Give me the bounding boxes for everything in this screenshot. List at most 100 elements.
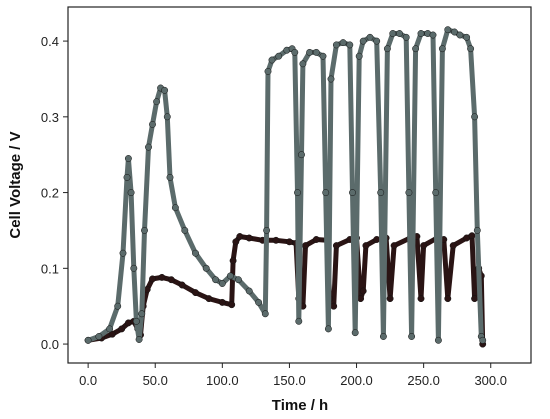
- series-2-point: [153, 98, 161, 106]
- series-2-point: [349, 189, 356, 197]
- series-2-point: [294, 189, 301, 197]
- series-2-point: [332, 41, 340, 49]
- series-1-point: [449, 242, 457, 250]
- series-2-point: [295, 317, 303, 325]
- series-2-point: [218, 280, 226, 287]
- x-tick-label: 50.0: [143, 373, 168, 388]
- series-1-point: [285, 238, 293, 246]
- series-2-point: [245, 287, 253, 295]
- series-2-point: [456, 31, 464, 39]
- x-tick-label: 300.0: [474, 373, 507, 388]
- series-2-point: [106, 325, 114, 333]
- series-1-point: [178, 281, 186, 289]
- series-layer: [84, 26, 487, 348]
- series-2-point: [319, 52, 327, 60]
- series-2-point: [402, 33, 410, 41]
- series-1-point: [471, 295, 479, 303]
- series-2-point: [412, 45, 420, 53]
- series-1-point: [332, 242, 340, 250]
- series-2-point: [408, 333, 416, 340]
- series-2-point: [171, 204, 179, 212]
- series-2-point: [161, 86, 169, 94]
- series-2-point: [130, 264, 138, 272]
- series-2-point: [226, 272, 234, 280]
- series-2-point: [405, 189, 413, 197]
- series-2-point: [141, 226, 148, 234]
- series-1-point: [302, 242, 309, 250]
- series-2-point: [351, 329, 359, 337]
- series-2-point: [389, 30, 397, 37]
- series-2-point: [202, 264, 210, 272]
- series-2-point: [479, 336, 487, 344]
- series-2-point: [132, 317, 140, 325]
- series-2-point: [379, 333, 387, 340]
- series-2-point: [359, 37, 367, 45]
- series-2-point: [138, 310, 146, 318]
- series-2-point: [268, 56, 276, 64]
- series-2-point: [366, 33, 374, 41]
- series-1-point: [245, 234, 253, 242]
- series-2: [84, 26, 487, 344]
- series-2-point: [346, 41, 354, 49]
- y-tick-label: 0.0: [41, 337, 59, 352]
- series-2-point: [149, 120, 156, 128]
- series-2-point: [145, 143, 152, 151]
- series-2-point: [127, 189, 135, 197]
- series-1-point: [149, 275, 156, 283]
- series-2-point: [355, 52, 363, 60]
- series-2-point: [166, 173, 174, 181]
- series-2-point: [324, 325, 332, 333]
- series-2-point: [299, 60, 307, 68]
- series-1-point: [218, 298, 226, 306]
- series-1-point: [272, 236, 280, 244]
- series-2-point: [84, 336, 92, 344]
- series-2-point: [471, 113, 479, 121]
- series-2-point: [135, 336, 143, 343]
- series-1-point: [417, 295, 425, 303]
- x-tick-label: 250.0: [407, 373, 440, 388]
- series-2-point: [275, 52, 283, 60]
- series-2-point: [373, 37, 381, 45]
- series-2-point: [181, 226, 189, 234]
- series-1-point: [167, 276, 175, 284]
- series-2-point: [306, 48, 314, 56]
- series-2-point: [322, 189, 330, 197]
- x-tick-label: 0.0: [79, 373, 97, 388]
- series-1-point: [330, 302, 338, 310]
- series-2-point: [473, 226, 481, 234]
- series-2-point: [212, 276, 220, 284]
- series-2-point: [114, 302, 122, 310]
- series-1-point: [359, 287, 367, 295]
- series-2-point: [434, 336, 442, 344]
- series-2-point: [383, 45, 391, 53]
- series-1-point: [373, 236, 381, 243]
- series-2-point: [95, 333, 103, 340]
- series-1-point: [229, 257, 237, 265]
- series-1-point: [192, 289, 199, 297]
- series-1-point: [444, 295, 452, 303]
- y-tick-label: 0.4: [41, 34, 59, 49]
- series-1-point: [362, 242, 370, 250]
- series-2-point: [119, 249, 127, 257]
- axis-ticks: 0.0 50.0 100.0 150.0 200.0 250.0 300.0 0.0 0.1 0.…: [41, 34, 507, 388]
- series-1-point: [420, 242, 428, 250]
- series-2-point: [432, 189, 440, 197]
- series-1-point: [158, 273, 166, 281]
- series-2-point: [163, 113, 171, 121]
- series-1-point: [468, 232, 476, 240]
- y-axis-title: Cell Voltage / V: [7, 131, 24, 238]
- y-tick-label: 0.3: [41, 110, 59, 125]
- series-2-point: [463, 33, 471, 41]
- series-2-point: [451, 28, 458, 36]
- y-tick-label: 0.2: [41, 186, 59, 201]
- series-2-point: [264, 67, 272, 75]
- series-1-point: [228, 301, 236, 309]
- series-2-point: [327, 75, 335, 83]
- y-tick-label: 0.1: [41, 261, 59, 276]
- series-1-point: [357, 295, 365, 303]
- series-2-point: [444, 26, 452, 34]
- series-2-point: [192, 249, 199, 257]
- series-2-point: [255, 298, 263, 306]
